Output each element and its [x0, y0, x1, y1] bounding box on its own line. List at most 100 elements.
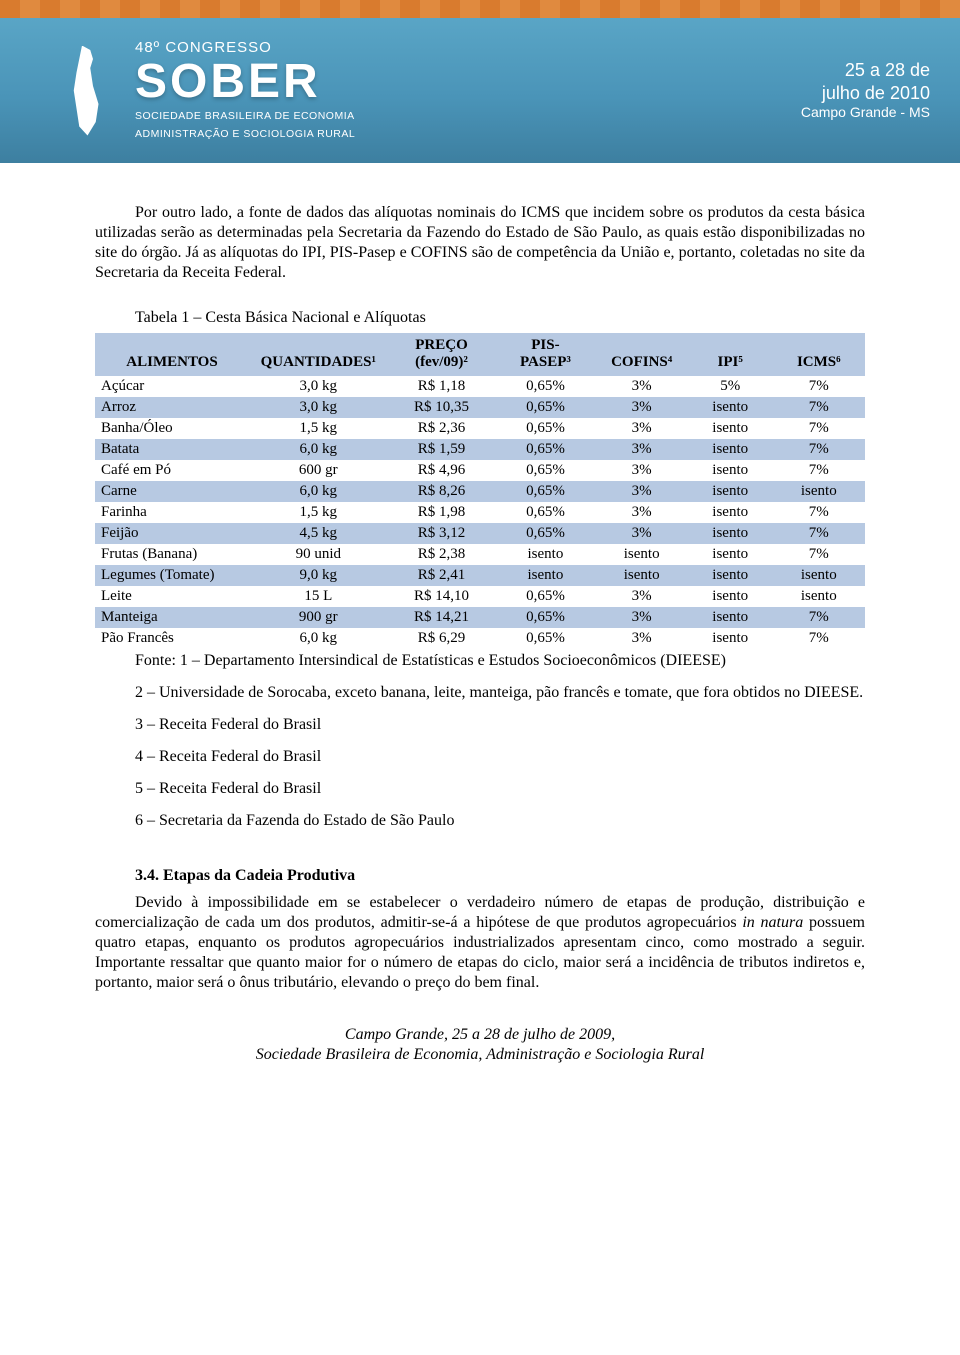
banner-sub2: ADMINISTRAÇÃO E SOCIOLOGIA RURAL	[135, 128, 355, 142]
aliquotas-table: ALIMENTOS QUANTIDADES¹ PREÇO (fev/09)² P…	[95, 333, 865, 649]
th-ipi: IPI⁵	[688, 333, 773, 376]
table-cell: 600 gr	[249, 460, 388, 481]
table-cell: 1,5 kg	[249, 418, 388, 439]
table-cell: 7%	[773, 418, 865, 439]
table-cell: isento	[688, 607, 773, 628]
table-cell: isento	[495, 565, 595, 586]
table-cell: 6,0 kg	[249, 439, 388, 460]
table-cell: 7%	[773, 502, 865, 523]
table-cell: isento	[688, 586, 773, 607]
th-preco-l2: (fev/09)²	[415, 354, 468, 370]
table-cell: R$ 2,38	[388, 544, 496, 565]
table-row: Pão Francês6,0 kgR$ 6,290,65%3%isento7%	[95, 628, 865, 649]
source-1: Fonte: 1 – Departamento Intersindical de…	[95, 651, 865, 671]
table-cell: 0,65%	[495, 586, 595, 607]
source-4: 4 – Receita Federal do Brasil	[95, 747, 865, 767]
table-cell: 5%	[688, 376, 773, 397]
table-cell: R$ 6,29	[388, 628, 496, 649]
th-quantidades: QUANTIDADES¹	[249, 333, 388, 376]
table-cell: 0,65%	[495, 439, 595, 460]
table-cell: isento	[688, 628, 773, 649]
table-cell: R$ 1,59	[388, 439, 496, 460]
table-cell: 7%	[773, 397, 865, 418]
table-cell: R$ 2,36	[388, 418, 496, 439]
th-alimentos: ALIMENTOS	[95, 333, 249, 376]
table-cell: 15 L	[249, 586, 388, 607]
table-cell: 900 gr	[249, 607, 388, 628]
table-cell: isento	[495, 544, 595, 565]
table-cell: Feijão	[95, 523, 249, 544]
table-cell: Pão Francês	[95, 628, 249, 649]
table-cell: 6,0 kg	[249, 481, 388, 502]
source-5: 5 – Receita Federal do Brasil	[95, 779, 865, 799]
page-footer: Campo Grande, 25 a 28 de julho de 2009, …	[95, 1025, 865, 1067]
table-cell: isento	[688, 397, 773, 418]
footer-line-1: Campo Grande, 25 a 28 de julho de 2009,	[95, 1025, 865, 1046]
table-row: Arroz3,0 kgR$ 10,350,65%3%isento7%	[95, 397, 865, 418]
table-row: Manteiga900 grR$ 14,210,65%3%isento7%	[95, 607, 865, 628]
table-cell: 7%	[773, 460, 865, 481]
section-3-4-title: 3.4. Etapas da Cadeia Produtiva	[95, 867, 865, 885]
banner-date-3: Campo Grande - MS	[801, 104, 930, 122]
table-cell: 3%	[595, 397, 687, 418]
table-cell: Café em Pó	[95, 460, 249, 481]
table-row: Batata6,0 kgR$ 1,590,65%3%isento7%	[95, 439, 865, 460]
banner-date: 25 a 28 de julho de 2010 Campo Grande - …	[801, 59, 930, 122]
table-cell: 0,65%	[495, 481, 595, 502]
banner-date-1: 25 a 28 de	[801, 59, 930, 82]
table-cell: 3%	[595, 481, 687, 502]
table-cell: 1,5 kg	[249, 502, 388, 523]
table-cell: 0,65%	[495, 628, 595, 649]
bird-icon	[60, 46, 115, 136]
table-cell: 0,65%	[495, 502, 595, 523]
table-cell: isento	[595, 565, 687, 586]
table-cell: isento	[688, 460, 773, 481]
body-italic: in natura	[742, 914, 803, 931]
table-cell: 3,0 kg	[249, 376, 388, 397]
paragraph-1: Por outro lado, a fonte de dados das alí…	[95, 203, 865, 283]
table-row: Banha/Óleo1,5 kgR$ 2,360,65%3%isento7%	[95, 418, 865, 439]
table-cell: 90 unid	[249, 544, 388, 565]
table-cell: Batata	[95, 439, 249, 460]
table-row: Carne6,0 kgR$ 8,260,65%3%isentoisento	[95, 481, 865, 502]
table-cell: 0,65%	[495, 607, 595, 628]
table-cell: isento	[773, 565, 865, 586]
table-cell: 3%	[595, 523, 687, 544]
table-row: Açúcar3,0 kgR$ 1,180,65%3%5%7%	[95, 376, 865, 397]
table-cell: Banha/Óleo	[95, 418, 249, 439]
table-cell: isento	[688, 502, 773, 523]
th-pis-l2: PASEP³	[520, 354, 571, 370]
th-icms: ICMS⁶	[773, 333, 865, 376]
table-cell: 7%	[773, 628, 865, 649]
table-cell: 3%	[595, 628, 687, 649]
th-pis: PIS- PASEP³	[495, 333, 595, 376]
page-body: Por outro lado, a fonte de dados das alí…	[0, 163, 960, 1086]
header-banner: 48º CONGRESSO SOBER SOCIEDADE BRASILEIRA…	[0, 0, 960, 163]
table-cell: Manteiga	[95, 607, 249, 628]
table-cell: 3%	[595, 460, 687, 481]
table-cell: isento	[688, 544, 773, 565]
table-cell: R$ 1,98	[388, 502, 496, 523]
table-row: Feijão4,5 kgR$ 3,120,65%3%isento7%	[95, 523, 865, 544]
table-row: Legumes (Tomate)9,0 kgR$ 2,41isentoisent…	[95, 565, 865, 586]
th-preco-l1: PREÇO	[415, 337, 468, 353]
table-cell: 0,65%	[495, 418, 595, 439]
table-cell: R$ 10,35	[388, 397, 496, 418]
table-cell: 0,65%	[495, 376, 595, 397]
section-3-4-body: Devido à impossibilidade em se estabelec…	[95, 893, 865, 993]
table-cell: 9,0 kg	[249, 565, 388, 586]
table-cell: isento	[688, 418, 773, 439]
table-cell: isento	[688, 439, 773, 460]
banner-sub1: SOCIEDADE BRASILEIRA DE ECONOMIA	[135, 110, 355, 124]
source-6: 6 – Secretaria da Fazenda do Estado de S…	[95, 811, 865, 831]
table-caption: Tabela 1 – Cesta Básica Nacional e Alíqu…	[95, 309, 865, 327]
table-cell: isento	[688, 523, 773, 544]
source-2: 2 – Universidade de Sorocaba, exceto ban…	[95, 683, 865, 703]
source-3: 3 – Receita Federal do Brasil	[95, 715, 865, 735]
table-cell: 7%	[773, 376, 865, 397]
table-cell: Legumes (Tomate)	[95, 565, 249, 586]
table-cell: R$ 8,26	[388, 481, 496, 502]
table-cell: Frutas (Banana)	[95, 544, 249, 565]
table-cell: 3%	[595, 439, 687, 460]
table-row: Frutas (Banana)90 unidR$ 2,38isentoisent…	[95, 544, 865, 565]
